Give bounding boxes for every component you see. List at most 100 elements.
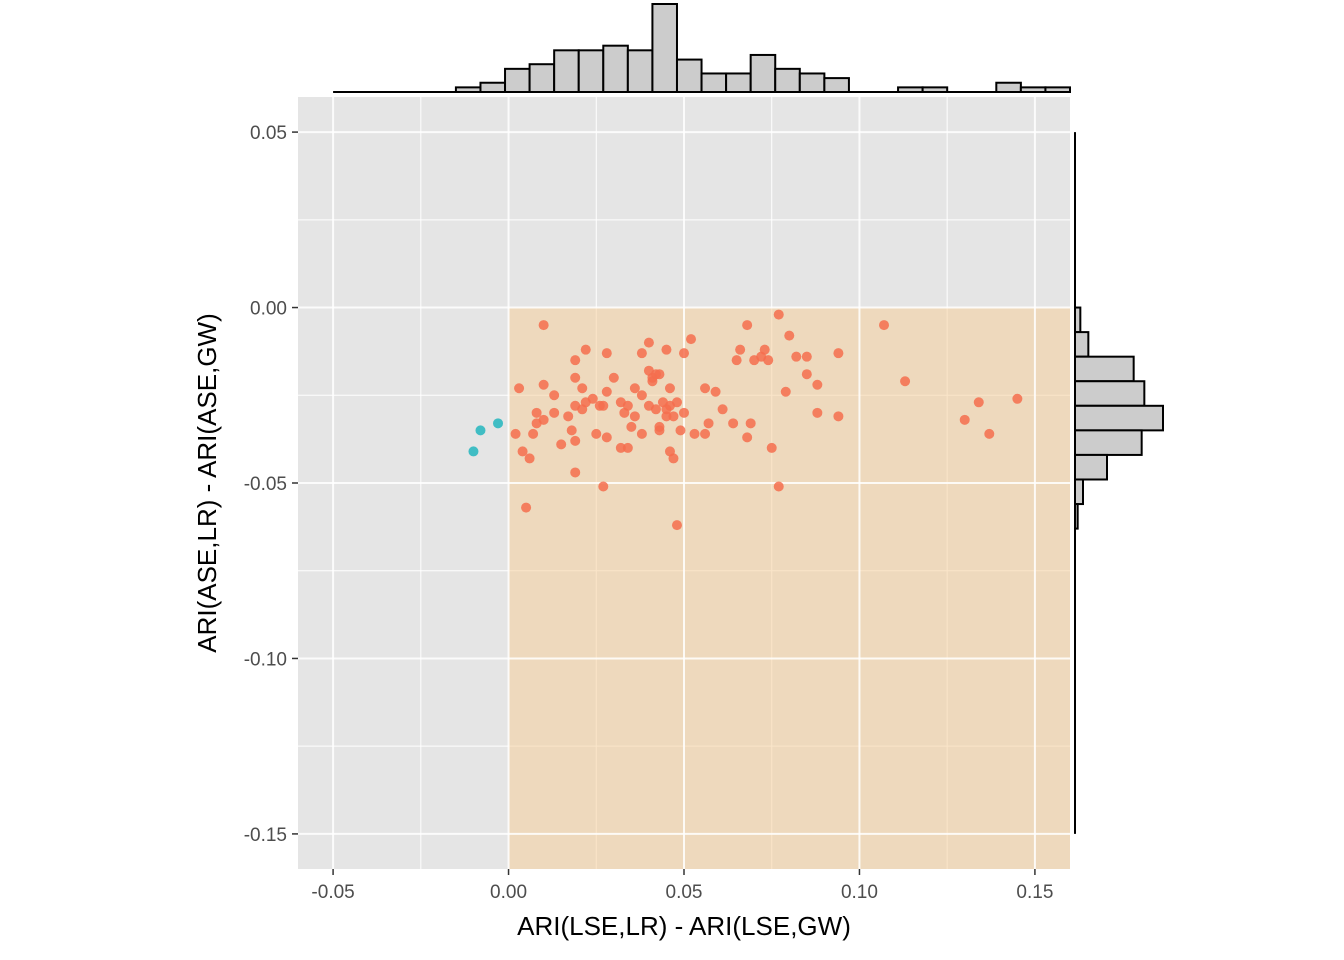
y-hist-bar	[1074, 429, 1143, 456]
data-point	[577, 383, 588, 394]
y-hist-bar	[1074, 404, 1164, 432]
data-point	[556, 439, 567, 450]
x-hist-bar	[897, 86, 924, 94]
x-hist-bar	[479, 81, 507, 93]
data-point	[780, 386, 791, 397]
data-point	[577, 404, 588, 415]
y-tick-label: -0.10	[244, 649, 287, 670]
data-point	[1012, 393, 1023, 404]
data-point	[879, 320, 890, 331]
x-tick-label: 0.15	[1016, 882, 1053, 903]
data-point	[710, 386, 721, 397]
data-point	[538, 414, 549, 425]
y-marginal-histogram	[1074, 132, 1164, 834]
data-point	[900, 376, 911, 387]
data-point	[517, 446, 528, 457]
x-tick-label: 0.10	[841, 882, 878, 903]
data-point	[679, 407, 689, 418]
data-point	[549, 390, 560, 401]
data-point	[973, 397, 984, 408]
data-point	[468, 446, 479, 457]
data-point	[601, 386, 612, 397]
y-tick-label: 0.05	[250, 123, 287, 144]
data-point	[619, 407, 630, 418]
data-point	[773, 481, 784, 492]
x-hist-bar	[651, 3, 678, 93]
x-hist-bar	[921, 86, 949, 94]
data-point	[570, 355, 581, 366]
y-tick-label: 0.00	[250, 299, 287, 320]
data-point	[654, 425, 665, 436]
data-point	[510, 428, 521, 439]
data-point	[745, 418, 756, 429]
data-point	[984, 428, 995, 439]
data-point	[812, 379, 823, 390]
data-point	[608, 372, 619, 383]
data-point	[570, 467, 581, 478]
x-hist-bar	[1044, 86, 1072, 94]
data-point	[742, 320, 753, 331]
x-hist-bar	[823, 77, 850, 93]
x-hist-bar	[577, 49, 605, 93]
y-hist-bar	[1074, 306, 1082, 334]
x-hist-bar	[1019, 86, 1047, 94]
data-point	[615, 442, 626, 453]
data-point	[833, 411, 844, 422]
data-point	[812, 407, 823, 418]
data-point	[742, 432, 753, 443]
x-tick-label: 0.00	[490, 882, 527, 903]
data-point	[636, 428, 647, 439]
data-point	[591, 428, 602, 439]
x-hist-bar	[700, 72, 728, 94]
data-point	[587, 393, 598, 404]
data-point	[791, 351, 802, 362]
x-axis-title: ARI(LSE,LR) - ARI(LSE,GW)	[517, 911, 851, 941]
data-point	[661, 404, 672, 415]
y-hist-bar	[1074, 478, 1084, 506]
data-point	[629, 411, 640, 422]
data-points	[468, 309, 1023, 531]
y-tick-label: -0.05	[244, 474, 287, 495]
data-point	[763, 355, 774, 366]
x-axis-ticks: -0.05 0.00 0.05 0.10 0.15	[311, 869, 1053, 903]
data-point	[668, 453, 679, 464]
data-point	[668, 411, 679, 422]
data-point	[784, 330, 795, 341]
data-point	[773, 309, 784, 320]
data-point	[801, 351, 812, 362]
data-point	[686, 334, 697, 345]
data-point	[626, 421, 637, 432]
data-point	[766, 442, 777, 453]
y-hist-bar	[1074, 380, 1146, 407]
data-point	[598, 400, 609, 411]
y-hist-bar	[1074, 331, 1090, 358]
y-hist-bar	[1074, 355, 1135, 383]
x-hist-bar	[528, 63, 556, 93]
data-point	[735, 344, 746, 355]
x-hist-bar	[749, 53, 777, 93]
y-axis-title: ARI(ASE,LR) - ARI(ASE,GW)	[192, 313, 222, 653]
x-hist-bar	[798, 72, 826, 94]
data-point	[661, 344, 672, 355]
data-point	[563, 411, 574, 422]
data-point	[650, 404, 661, 415]
major-gridlines	[298, 97, 1070, 869]
data-point	[622, 442, 633, 453]
data-point	[654, 369, 665, 380]
data-point	[717, 404, 728, 415]
data-point	[601, 348, 612, 359]
data-point	[833, 348, 844, 359]
data-point	[636, 390, 647, 401]
data-point	[598, 481, 609, 492]
data-point	[675, 425, 686, 436]
data-point	[566, 425, 577, 436]
x-hist-bar	[553, 49, 580, 93]
data-point	[661, 411, 672, 422]
data-point	[524, 453, 535, 464]
data-point	[538, 379, 549, 390]
data-point	[636, 348, 647, 359]
data-point	[731, 355, 742, 366]
data-point	[671, 397, 682, 408]
data-point	[728, 418, 739, 429]
y-hist-bar	[1074, 503, 1079, 530]
